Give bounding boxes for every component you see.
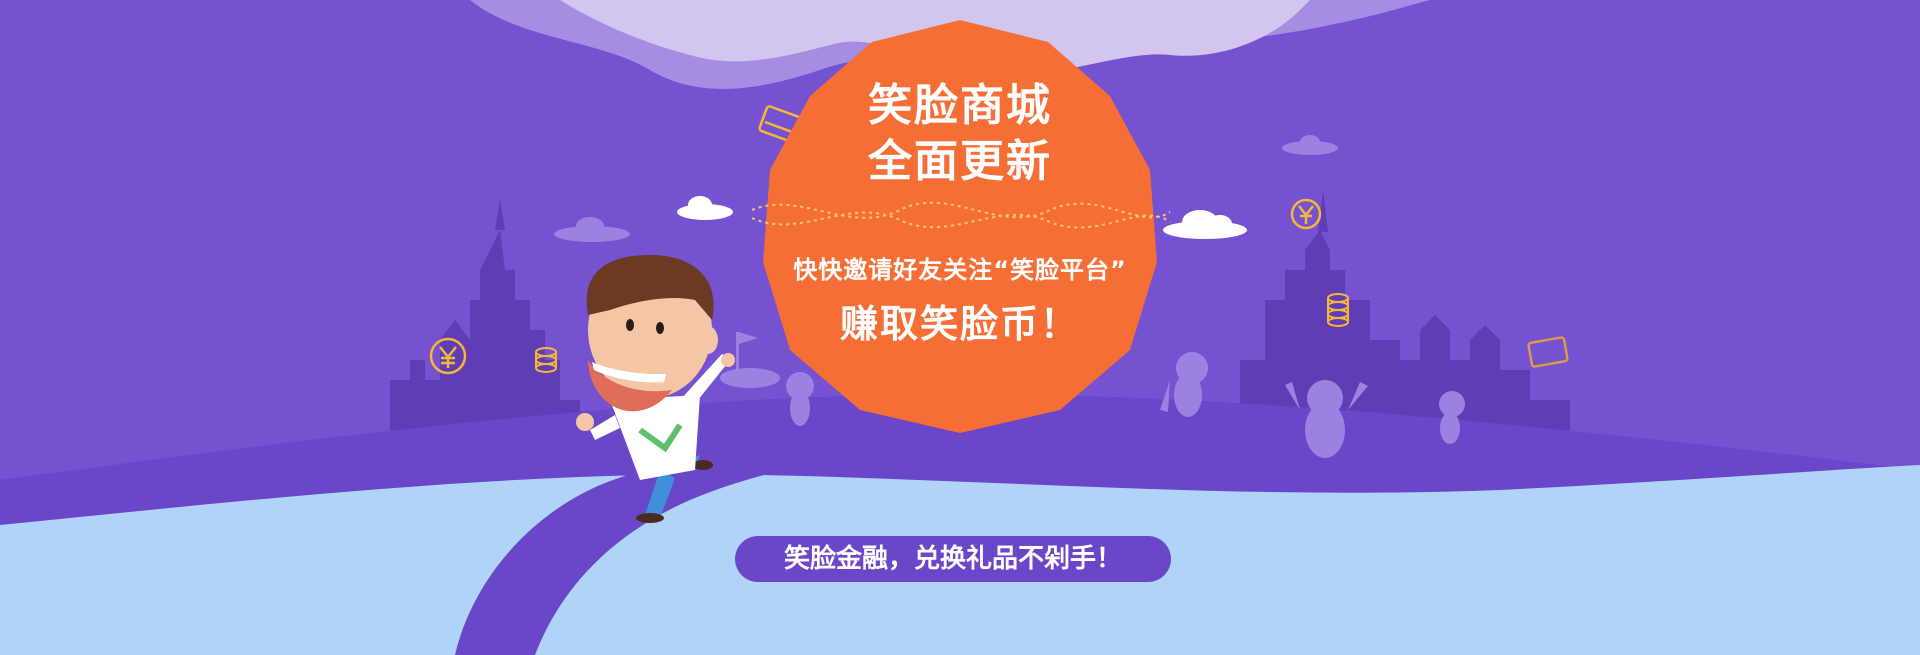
tagline-pill — [735, 536, 1171, 582]
